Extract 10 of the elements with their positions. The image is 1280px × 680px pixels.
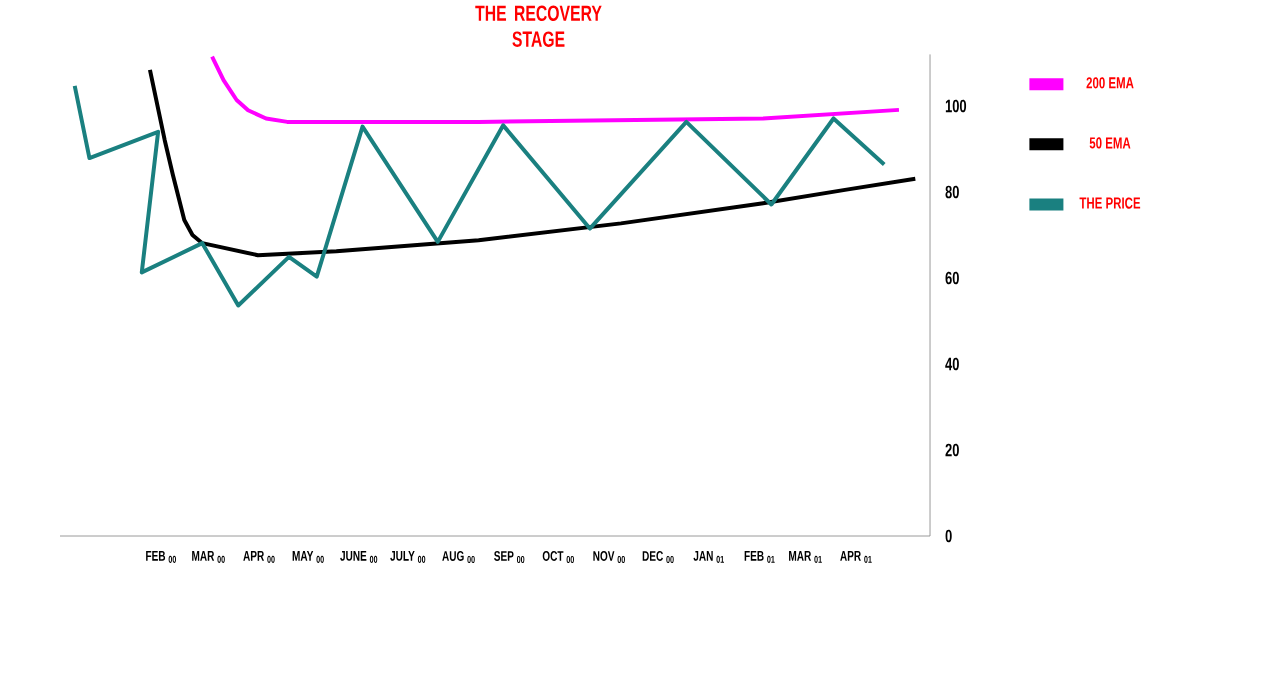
- y-tick-label: 80: [945, 185, 959, 199]
- line-series: [210, 54, 901, 124]
- line-series: [147, 67, 918, 258]
- y-tick-label: 60: [945, 271, 959, 285]
- line-series: [72, 83, 887, 308]
- y-tick-label: 20: [945, 443, 959, 457]
- y-tick-label: 0: [945, 529, 952, 543]
- y-tick-label: 40: [945, 357, 959, 371]
- y-tick-label: 100: [945, 99, 967, 113]
- chart-title: THE RECOVERY STAGE: [475, 5, 602, 47]
